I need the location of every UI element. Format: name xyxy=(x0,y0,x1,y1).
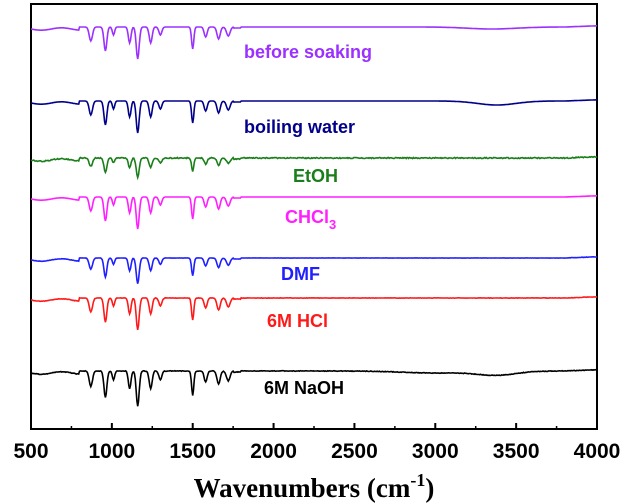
x-axis-title: Wavenumbers (cm-1) xyxy=(194,470,435,503)
x-tick-label: 1000 xyxy=(88,440,135,463)
x-axis: 500 1000 1500 2000 2500 3000 3500 4000 xyxy=(13,423,620,463)
x-tick-label: 1500 xyxy=(169,440,216,463)
x-axis-title-suffix: ) xyxy=(425,473,434,503)
series-label-chcl3: CHCl3 xyxy=(285,207,336,232)
series-label-etoh: EtOH xyxy=(293,166,338,186)
x-tick-label: 2000 xyxy=(250,440,297,463)
series-label-before-soaking: before soaking xyxy=(244,42,372,62)
x-tick-label: 3000 xyxy=(412,440,459,463)
x-tick-label: 3500 xyxy=(493,440,540,463)
series-label-6m-hcl: 6M HCl xyxy=(267,311,328,331)
x-axis-title-superscript: -1 xyxy=(410,470,425,490)
series-line-etoh xyxy=(30,155,598,181)
x-tick-label: 2500 xyxy=(331,440,378,463)
series-line-6m-naoh xyxy=(30,368,598,407)
series-line-chcl3 xyxy=(30,195,597,230)
series-line-dmf xyxy=(30,256,597,284)
series-line-6m-hcl xyxy=(30,296,598,330)
series-label-dmf: DMF xyxy=(281,264,320,284)
series-line-boiling-water xyxy=(30,99,597,134)
x-tick-label: 4000 xyxy=(574,440,621,463)
series-line-before-soaking xyxy=(30,25,597,60)
traces-group xyxy=(30,25,598,407)
series-label-boiling-water: boiling water xyxy=(244,117,355,137)
x-tick-label: 500 xyxy=(13,440,48,463)
series-label-6m-naoh: 6M NaOH xyxy=(264,378,344,398)
series-labels: before soaking boiling water EtOH CHCl3 DMF 6… xyxy=(244,42,372,398)
